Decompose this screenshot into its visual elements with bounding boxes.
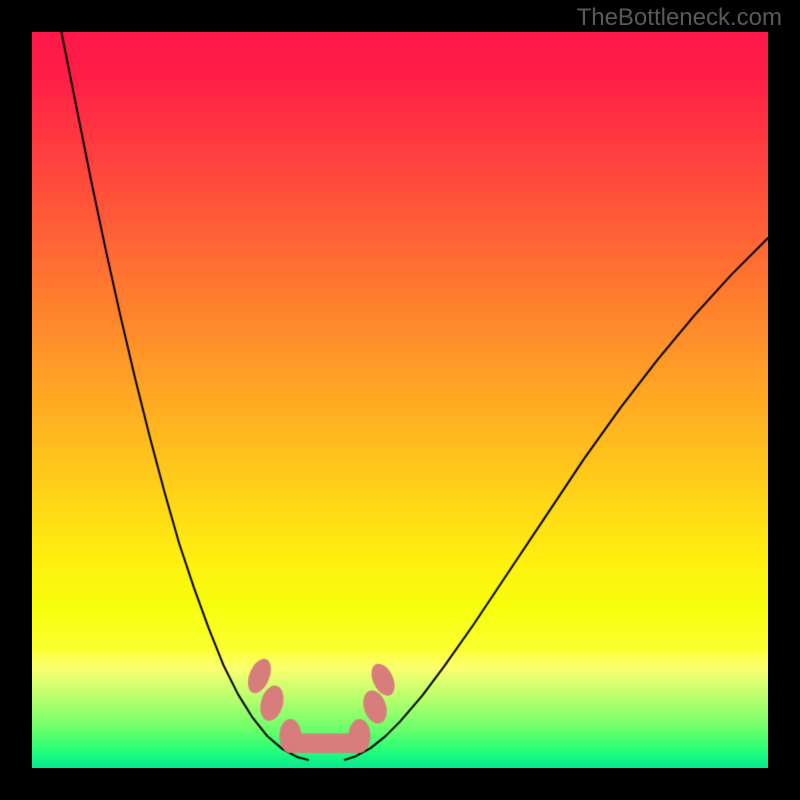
stage: TheBottleneck.com	[0, 0, 800, 800]
bottleneck-curve	[32, 32, 768, 768]
plot-area	[32, 32, 768, 768]
watermark-text: TheBottleneck.com	[577, 4, 782, 32]
